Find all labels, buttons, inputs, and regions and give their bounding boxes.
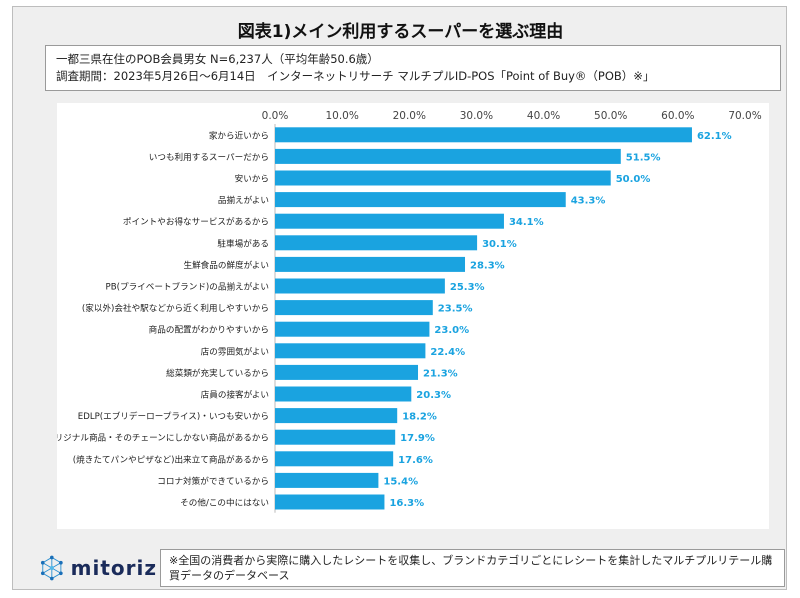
bar-chart: 0.0% 10.0% 20.0% 30.0% 40.0% 50.0% 60.0% 70.0% 家… (46, 110, 762, 513)
value-label: 23.0% (434, 325, 469, 336)
category-label: 店員の接客がよい (201, 389, 269, 401)
value-label: 21.3% (423, 368, 458, 379)
category-label: EDLP(エブリデーロープライス)・いつも安いから (78, 410, 269, 422)
x-tick-label: 60.0% (661, 110, 694, 122)
category-label: 駐車場がある (217, 237, 269, 249)
value-label: 51.5% (626, 152, 661, 163)
x-tick-label: 50.0% (594, 110, 627, 122)
value-label: 17.9% (400, 433, 435, 444)
category-label: 総菜類が充実しているから (166, 367, 269, 379)
value-label: 20.3% (416, 390, 451, 401)
bar (275, 451, 394, 467)
figure-title: 図表1)メイン利用するスーパーを選ぶ理由 (237, 22, 564, 42)
value-label: 62.1% (697, 131, 732, 142)
category-label: (焼きたてパンやピザなど)出来立て商品があるから (73, 453, 269, 465)
bar (275, 472, 379, 488)
company-logo: mitoriz (39, 550, 157, 586)
value-label: 28.3% (470, 260, 505, 271)
category-label: ポイントやお得なサービスがあるから (123, 216, 269, 228)
bar (275, 256, 466, 272)
value-label: 25.3% (450, 282, 485, 293)
x-tick-label: 10.0% (325, 110, 358, 122)
bar (275, 343, 426, 359)
category-label: いつも利用するスーパーだから (149, 151, 269, 163)
survey-info-box: 一都三県在住のPOB会員男女 N=6,237人（平均年齢50.6歳） 調査期間：… (45, 45, 781, 91)
bar (275, 364, 419, 380)
chart-panel: 0.0% 10.0% 20.0% 30.0% 40.0% 50.0% 60.0% 70.0% 家… (46, 103, 769, 529)
bar (275, 408, 398, 424)
bar (275, 170, 611, 186)
bar (275, 235, 478, 251)
bar (275, 429, 396, 445)
value-label: 15.4% (383, 476, 418, 487)
bar (275, 192, 566, 208)
survey-info-line-2: 調査期間：2023年5月26日～6月14日 インターネットリサーチ マルチプルI… (56, 69, 655, 83)
category-label: オリジナル商品・そのチェーンにしかない商品があるから (57, 432, 269, 444)
bar (275, 148, 621, 164)
x-tick-label: 40.0% (527, 110, 560, 122)
bar (275, 213, 504, 229)
logo-mark-icon (40, 555, 63, 581)
x-tick-label: 70.0% (728, 110, 761, 122)
footnote: ※全国の消費者から実際に購入したレシートを収集し、ブランドカテゴリごとにレシート… (160, 549, 785, 587)
bar (275, 494, 385, 510)
value-label: 22.4% (430, 347, 465, 358)
category-label: 品揃えがよい (218, 194, 269, 206)
category-label: コロナ対策ができているから (157, 475, 269, 487)
x-tick-label: 0.0% (262, 110, 289, 122)
category-label: 店の雰囲気がよい (201, 345, 269, 357)
x-tick-label: 20.0% (393, 110, 426, 122)
category-label: PB(プライベートブランド)の品揃えがよい (106, 281, 269, 293)
category-label: 家から近いから (209, 129, 269, 141)
bar (275, 300, 433, 316)
value-label: 43.3% (571, 196, 606, 207)
category-label: 商品の配置がわかりやすいから (149, 324, 269, 336)
value-label: 30.1% (482, 239, 517, 250)
bar (275, 321, 430, 337)
category-label: 安いから (235, 173, 269, 185)
survey-info-line-1: 一都三県在住のPOB会員男女 N=6,237人（平均年齢50.6歳） (56, 52, 379, 66)
value-label: 16.3% (389, 498, 424, 509)
value-label: 23.5% (438, 304, 473, 315)
value-label: 34.1% (509, 217, 544, 228)
value-label: 50.0% (616, 174, 651, 185)
category-label: (家以外)会社や駅などから近く利用しやすいから (82, 302, 269, 314)
bar (275, 127, 692, 143)
bar (275, 278, 445, 294)
category-label: 生鮮食品の鮮度がよい (183, 259, 269, 271)
figure-frame: 図表1)メイン利用するスーパーを選ぶ理由 一都三県在住のPOB会員男女 N=6,… (12, 6, 787, 590)
category-label: その他/この中にはない (180, 497, 269, 509)
x-tick-label: 30.0% (460, 110, 493, 122)
bar (275, 386, 412, 402)
value-label: 18.2% (402, 412, 437, 423)
logo-text: mitoriz (70, 556, 157, 580)
value-label: 17.6% (398, 455, 433, 466)
